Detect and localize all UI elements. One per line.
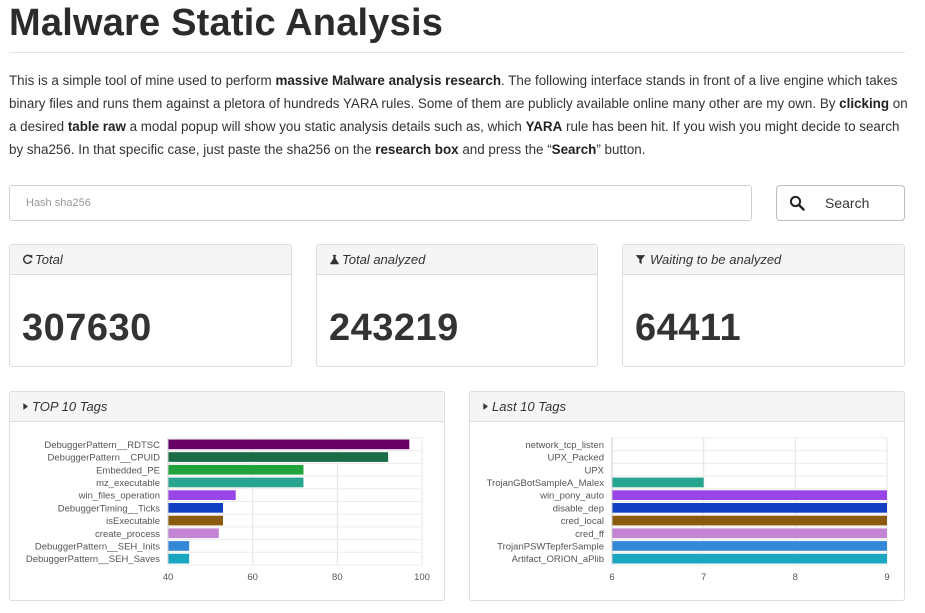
waiting-value: 64411: [635, 307, 742, 349]
category-label: UPX_Packed: [547, 453, 604, 464]
category-label: DebuggerPattern__SEH_Inits: [35, 541, 160, 552]
search-icon: [789, 195, 805, 211]
bar[interactable]: [612, 503, 887, 513]
bar[interactable]: [168, 541, 190, 551]
category-label: DebuggerPattern__SEH_Saves: [26, 554, 160, 565]
bar[interactable]: [612, 541, 887, 551]
bar[interactable]: [168, 464, 304, 475]
title-divider: [9, 52, 905, 53]
intro-bold-table-raw: table raw: [67, 119, 126, 134]
x-tick-label: 8: [793, 572, 798, 583]
bar[interactable]: [168, 452, 389, 462]
category-label: DebuggerPattern__CPUID: [48, 453, 161, 464]
category-label: create_process: [95, 529, 160, 540]
intro-bold-research-box: research box: [375, 142, 459, 157]
search-button-label: Search: [825, 195, 870, 211]
page-title: Malware Static Analysis: [9, 2, 444, 44]
last-tags-panel-heading: Last 10 Tags: [470, 392, 904, 422]
bar[interactable]: [612, 553, 887, 564]
refresh-icon: [23, 254, 33, 265]
last-tags-panel-title: Last 10 Tags: [492, 399, 566, 414]
x-tick-label: 60: [247, 572, 258, 583]
top-tags-panel-title: TOP 10 Tags: [32, 399, 108, 414]
waiting-panel: Waiting to be analyzed 64411: [622, 244, 905, 367]
category-label: network_tcp_listen: [525, 440, 604, 451]
category-label: cred_ff: [575, 529, 604, 540]
bar[interactable]: [612, 477, 704, 488]
intro-text-part: a modal popup will show you static analy…: [125, 119, 526, 134]
waiting-panel-heading: Waiting to be analyzed: [623, 245, 904, 275]
analyzed-panel: Total analyzed 243219: [316, 244, 598, 367]
bar[interactable]: [168, 477, 304, 488]
analyzed-label: Total analyzed: [342, 252, 426, 267]
category-label: win_pony_auto: [539, 491, 604, 502]
category-label: DebuggerPattern__RDTSC: [44, 440, 160, 451]
bar[interactable]: [168, 490, 236, 500]
category-label: DebuggerTiming__Ticks: [58, 503, 161, 514]
top-tags-panel-heading: TOP 10 Tags: [10, 392, 444, 422]
intro-text-part: ” button.: [596, 142, 646, 157]
x-tick-label: 6: [609, 572, 614, 583]
x-tick-label: 7: [701, 572, 706, 583]
category-label: Artifact_ORION_aPlib: [512, 554, 604, 565]
intro-text-part: . The following interface stands in fron…: [9, 73, 898, 111]
category-label: isExecutable: [106, 516, 160, 527]
top-tags-chart: DebuggerPattern__RDTSC DebuggerPattern__C…: [26, 437, 430, 583]
last-tags-panel: Last 10 Tags network_tcp_listen UPX_Packe…: [469, 391, 905, 601]
total-panel-heading: Total: [10, 245, 291, 275]
x-tick-label: 100: [414, 572, 430, 583]
flask-icon: [330, 254, 339, 265]
intro-bold-research: massive Malware analysis research: [275, 73, 501, 88]
bar[interactable]: [168, 439, 410, 450]
category-label: Embedded_PE: [96, 465, 160, 476]
caret-right-icon: [483, 403, 488, 410]
hash-search-input[interactable]: [9, 185, 752, 221]
bar[interactable]: [612, 528, 887, 539]
x-tick-label: 9: [884, 572, 889, 583]
category-label: mz_executable: [96, 478, 160, 489]
intro-text: This is a simple tool of mine used to pe…: [9, 69, 909, 161]
bar[interactable]: [168, 503, 224, 513]
category-label: UPX: [584, 465, 604, 476]
total-label: Total: [35, 252, 63, 267]
bar[interactable]: [612, 515, 887, 526]
x-tick-label: 40: [163, 572, 174, 583]
analyzed-panel-heading: Total analyzed: [317, 245, 597, 275]
waiting-label: Waiting to be analyzed: [650, 252, 782, 267]
analyzed-value: 243219: [329, 307, 459, 349]
top-tags-panel: TOP 10 Tags DebuggerPattern__RDTSC Debugg…: [9, 391, 445, 601]
filter-icon: [635, 255, 646, 265]
total-value: 307630: [22, 307, 152, 349]
total-panel: Total 307630: [9, 244, 292, 367]
intro-bold-yara: YARA: [525, 119, 563, 134]
intro-text-part: This is a simple tool of mine used to pe…: [9, 73, 276, 88]
bar[interactable]: [168, 553, 190, 564]
search-button[interactable]: Search: [776, 185, 905, 221]
bar[interactable]: [168, 528, 219, 539]
category-label: TrojanPSWTepferSample: [497, 541, 604, 552]
category-label: disable_dep: [553, 503, 604, 514]
category-label: win_files_operation: [78, 491, 160, 502]
category-label: TrojanGBotSampleA_Malex: [487, 478, 605, 489]
intro-text-part: rule has been hit. If you wish you might…: [9, 119, 900, 157]
intro-bold-search: Search: [551, 142, 597, 157]
intro-text-part: and press the “: [458, 142, 552, 157]
x-tick-label: 80: [332, 572, 343, 583]
intro-text-part: on a desired: [9, 96, 908, 134]
category-label: cred_local: [561, 516, 604, 527]
caret-right-icon: [23, 403, 28, 410]
bar[interactable]: [612, 490, 887, 500]
bar[interactable]: [168, 515, 224, 526]
intro-bold-clicking: clicking: [839, 96, 890, 111]
